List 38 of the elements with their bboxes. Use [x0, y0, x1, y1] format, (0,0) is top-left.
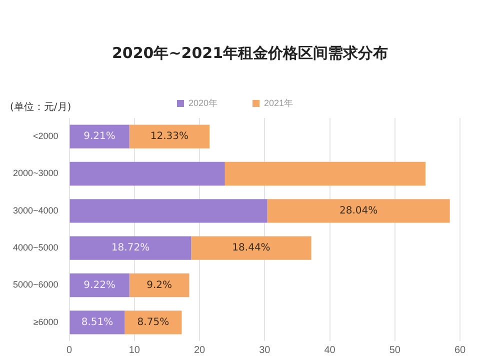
x-tick-label: 50 — [389, 344, 401, 356]
legend-label: 2021年 — [264, 98, 294, 108]
x-tick-label: 10 — [128, 344, 140, 356]
data-label: 8.51% — [81, 317, 114, 328]
y-tick-label: 3000~4000 — [12, 205, 58, 216]
bar — [267, 199, 450, 223]
text: (单位：元/月) — [10, 100, 72, 114]
data-label: 9.22% — [84, 280, 116, 291]
chart-title: 2020年~2021年租金价格区间需求分布 — [110, 44, 390, 63]
y-tick-label: ≥6000 — [33, 316, 58, 327]
bar — [224, 162, 426, 186]
x-tick-label: 30 — [259, 344, 271, 356]
x-tick-label: 0 — [66, 344, 73, 356]
data-label: 9.21% — [84, 131, 116, 142]
data-label: 28.04% — [339, 206, 378, 217]
bar — [70, 162, 225, 186]
legend-label: 2020年 — [188, 98, 218, 108]
bar — [70, 199, 268, 223]
bar — [70, 236, 192, 260]
x-tick-label: 20 — [194, 344, 206, 356]
y-tick-label: 5000~6000 — [12, 280, 58, 290]
bar — [70, 124, 130, 148]
data-label: 12.33% — [150, 131, 188, 142]
x-tick-label: 60 — [454, 344, 466, 356]
y-tick-label: 4000~5000 — [12, 242, 58, 253]
bar — [129, 124, 210, 148]
bar — [129, 273, 190, 298]
data-label: 8.75% — [137, 317, 170, 328]
bar — [191, 236, 312, 260]
y-tick-label: <2000 — [33, 131, 58, 142]
bar — [70, 273, 130, 298]
data-label: 9.2% — [146, 280, 172, 291]
y-tick-label: 2000~3000 — [12, 168, 58, 178]
bar — [70, 310, 125, 334]
data-label: 18.72% — [111, 242, 150, 254]
data-label: 18.44% — [232, 242, 270, 254]
x-tick-label: 40 — [324, 344, 336, 356]
bar — [124, 310, 182, 334]
